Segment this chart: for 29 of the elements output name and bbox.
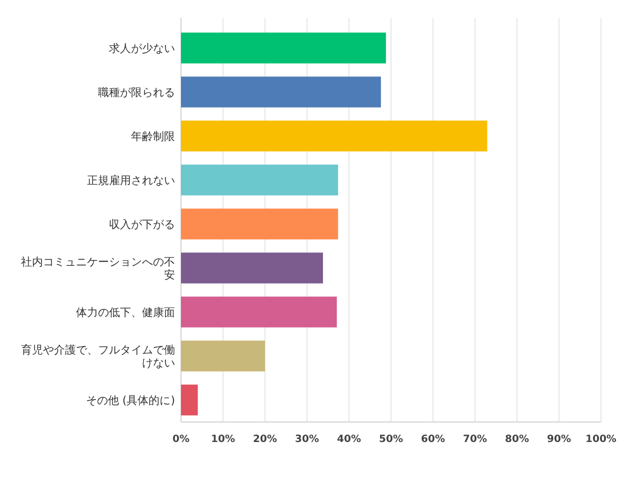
x-tick-label: 80% [505,434,529,445]
bar [181,76,381,108]
bar [181,120,488,152]
x-tick-label: 70% [463,434,487,445]
x-tick-label: 0% [172,434,190,445]
bar [181,296,337,328]
y-tick-label: 職種が限られる [98,86,175,99]
y-tick-label: 年齢制限 [131,130,175,143]
x-tick-label: 40% [337,434,361,445]
x-tick-label: 90% [547,434,571,445]
x-tick-label: 50% [379,434,403,445]
y-tick-label: 収入が下がる [109,218,175,231]
bar [181,208,338,240]
y-tick-label: 求人が少ない [109,42,175,55]
x-tick-label: 60% [421,434,445,445]
bar [181,340,265,372]
bar [181,32,386,64]
bar [181,252,323,284]
x-tick-label: 100% [586,434,616,445]
x-tick-label: 30% [295,434,319,445]
y-tick-label: その他 (具体的に) [86,394,175,407]
y-tick-label: 育児や介護で、フルタイムで働けない [21,344,175,370]
x-tick-label: 20% [253,434,277,445]
y-tick-label: 正規雇用されない [87,174,175,187]
x-tick-label: 10% [211,434,235,445]
bar [181,384,198,416]
y-tick-label: 社内コミュニケーションへの不安 [21,256,175,282]
bar [181,164,338,196]
y-tick-label: 体力の低下、健康面 [76,306,175,319]
